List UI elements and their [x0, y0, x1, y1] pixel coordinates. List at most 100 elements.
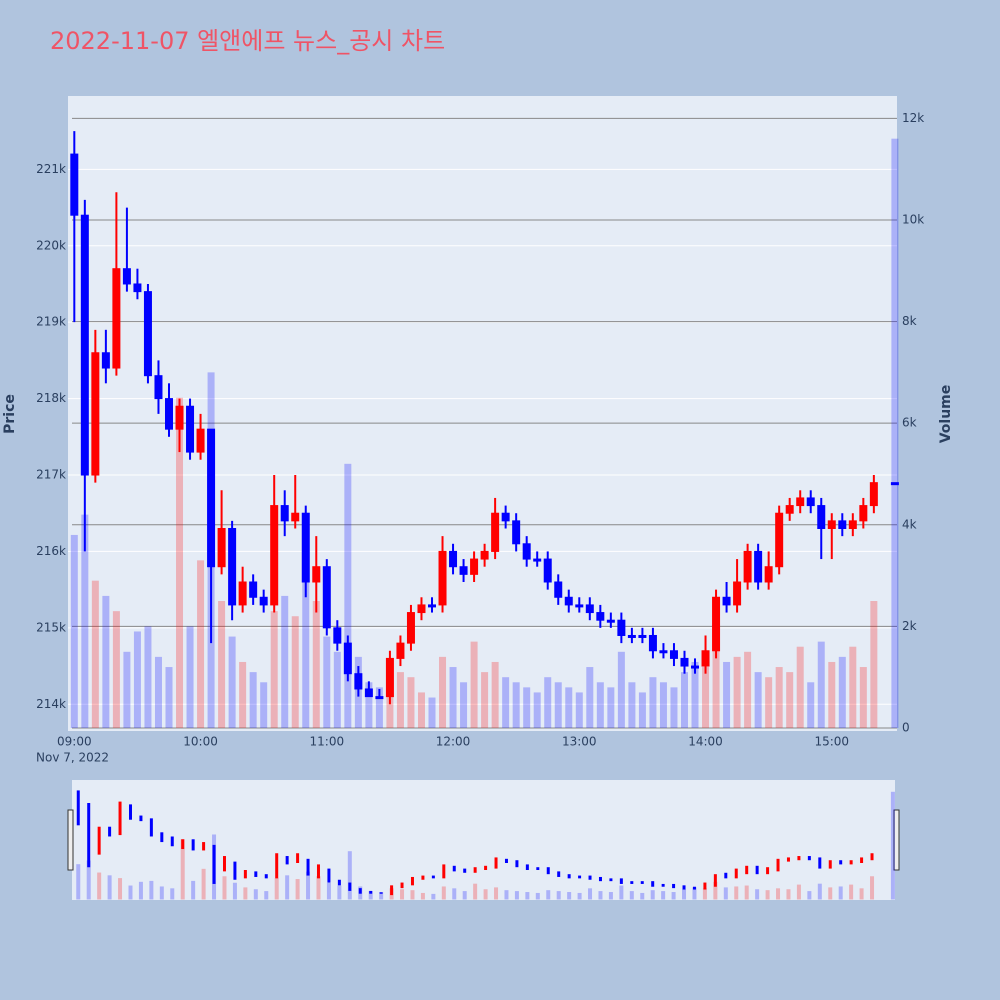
- volume-bar: [712, 631, 720, 729]
- candle-body: [154, 375, 163, 400]
- candle-body: [385, 657, 394, 698]
- candle-body: [838, 520, 847, 530]
- candle-body: [890, 482, 899, 486]
- candle-body: [859, 505, 868, 522]
- slider-volume-bar: [285, 875, 290, 900]
- y-axis-title: Price: [2, 394, 18, 434]
- slider-volume-bar: [462, 891, 467, 900]
- slider-volume-bar: [817, 883, 822, 900]
- slider-volume-bar: [379, 892, 384, 900]
- slider-handle-right[interactable]: [893, 809, 900, 871]
- slider-volume-bar: [807, 891, 812, 900]
- range-slider[interactable]: [72, 780, 895, 900]
- slider-volume-bar: [170, 888, 175, 900]
- slider-volume-bar: [859, 888, 864, 900]
- y2-tick-label: 12k: [902, 111, 924, 125]
- slider-volume-bar: [849, 884, 854, 900]
- volume-bar: [218, 600, 226, 729]
- y-tick-label: 215k: [36, 620, 66, 634]
- candle-body: [122, 268, 131, 285]
- candle-body: [764, 566, 773, 583]
- slider-volume-bar: [222, 876, 227, 900]
- volume-bar: [828, 661, 836, 729]
- slider-volume-bar: [274, 878, 279, 900]
- volume-bar: [617, 651, 625, 729]
- volume-bar: [891, 138, 899, 729]
- slider-volume-bar: [201, 868, 206, 900]
- x-tick-label: 12:00: [436, 735, 471, 749]
- chart-title: 2022-11-07 엘앤에프 뉴스_공시 차트: [50, 27, 445, 55]
- candle-body: [712, 596, 721, 652]
- volume-bar: [481, 672, 489, 729]
- volume-bar: [439, 656, 447, 729]
- volume-bar: [607, 687, 615, 729]
- slider-volume-bar: [713, 881, 718, 900]
- volume-bar: [428, 697, 436, 729]
- slider-volume-bar: [400, 889, 405, 900]
- candle-body: [585, 604, 594, 614]
- candle-body: [143, 291, 152, 377]
- volume-bar: [291, 616, 299, 729]
- volume-bar: [870, 600, 878, 729]
- slider-volume-bar: [546, 890, 551, 900]
- volume-bar: [302, 575, 310, 729]
- volume-bar: [596, 682, 604, 729]
- volume-bar: [165, 667, 173, 729]
- volume-bar: [628, 682, 636, 729]
- slider-volume-bar: [76, 864, 81, 900]
- slider-volume-bar: [86, 860, 91, 900]
- slider-volume-bar: [588, 888, 593, 900]
- slider-volume-bar: [128, 885, 133, 900]
- y2-tick-label: 6k: [902, 416, 917, 430]
- slider-volume-bar: [483, 889, 488, 900]
- candle-body: [669, 650, 678, 659]
- slider-volume-bar: [765, 890, 770, 900]
- slider-volume-bar: [107, 875, 112, 900]
- volume-bar: [239, 661, 247, 729]
- candle-body: [238, 581, 247, 606]
- slider-volume-bar: [629, 891, 634, 900]
- volume-bar: [565, 687, 573, 729]
- volume-bar: [312, 600, 320, 729]
- candle-body: [733, 581, 742, 606]
- candle-body: [596, 612, 605, 621]
- candle-body: [554, 581, 563, 598]
- slider-volume-bar: [149, 880, 154, 900]
- slider-volume-bar: [577, 892, 582, 900]
- volume-bar: [765, 677, 773, 729]
- volume-bar: [775, 667, 783, 729]
- volume-bar: [586, 667, 594, 729]
- candle-body: [196, 428, 205, 453]
- slider-volume-bar: [316, 876, 321, 900]
- volume-bar: [460, 682, 468, 729]
- volume-bar: [91, 580, 99, 729]
- candle-body: [70, 153, 79, 216]
- slider-volume-bar: [180, 839, 185, 900]
- volume-bar: [176, 397, 184, 729]
- candle-body: [775, 512, 784, 568]
- candle-body: [680, 657, 689, 667]
- volume-bar: [281, 595, 289, 729]
- candle-body: [207, 428, 216, 568]
- volume-bar: [838, 656, 846, 729]
- volume-bar: [186, 626, 194, 729]
- y-tick-label: 221k: [36, 162, 66, 176]
- volume-bar: [723, 661, 731, 729]
- slider-volume-bar: [431, 893, 436, 900]
- y-tick-label: 218k: [36, 391, 66, 405]
- candle-body: [606, 619, 615, 623]
- volume-bar: [544, 677, 552, 729]
- slider-volume-bar: [97, 872, 102, 900]
- x-date-label: Nov 7, 2022: [36, 751, 109, 765]
- volume-bar: [702, 667, 710, 729]
- candle-body: [164, 398, 173, 430]
- volume-bar: [228, 636, 236, 729]
- x-tick-label: 10:00: [183, 735, 218, 749]
- plot-area: [68, 96, 897, 731]
- candle-body: [691, 665, 700, 669]
- candle-body: [575, 604, 584, 608]
- volume-bar: [817, 641, 825, 729]
- slider-volume-bar: [306, 871, 311, 900]
- slider-handle-left[interactable]: [67, 809, 74, 871]
- candle-body: [80, 214, 89, 476]
